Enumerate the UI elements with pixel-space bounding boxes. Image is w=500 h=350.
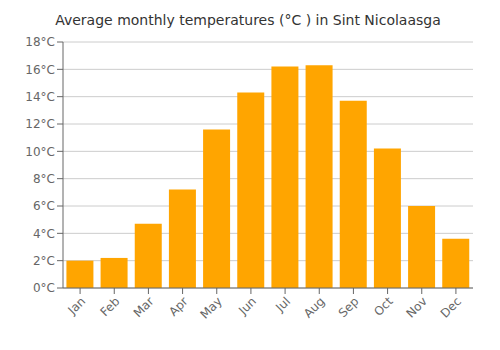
svg-text:Jan: Jan [65,294,89,318]
svg-text:Jun: Jun [235,294,259,318]
svg-text:Dec: Dec [438,294,464,320]
svg-text:14°C: 14°C [25,90,55,104]
svg-text:18°C: 18°C [25,35,55,49]
svg-text:6°C: 6°C [33,199,55,213]
svg-text:8°C: 8°C [33,172,55,186]
svg-text:Sep: Sep [336,294,362,320]
html-text:Average monthly temperatures (: Average monthly temperatures (°C ) in Si… [55,12,441,28]
svg-text:Feb: Feb [97,294,122,319]
svg-text:4°C: 4°C [33,227,55,241]
svg-text:0°C: 0°C [33,281,55,295]
svg-text:Oct: Oct [371,294,396,319]
svg-text:May: May [197,294,224,321]
svg-text:12°C: 12°C [25,117,55,131]
svg-text:10°C: 10°C [25,145,55,159]
svg-text:16°C: 16°C [25,63,55,77]
svg-text:Apr: Apr [166,294,191,319]
svg-text:Mar: Mar [131,294,157,320]
svg-text:2°C: 2°C [33,254,55,268]
svg-text:Jul: Jul [272,294,293,315]
svg-text:Nov: Nov [403,294,429,320]
svg-text:Aug: Aug [301,294,327,320]
